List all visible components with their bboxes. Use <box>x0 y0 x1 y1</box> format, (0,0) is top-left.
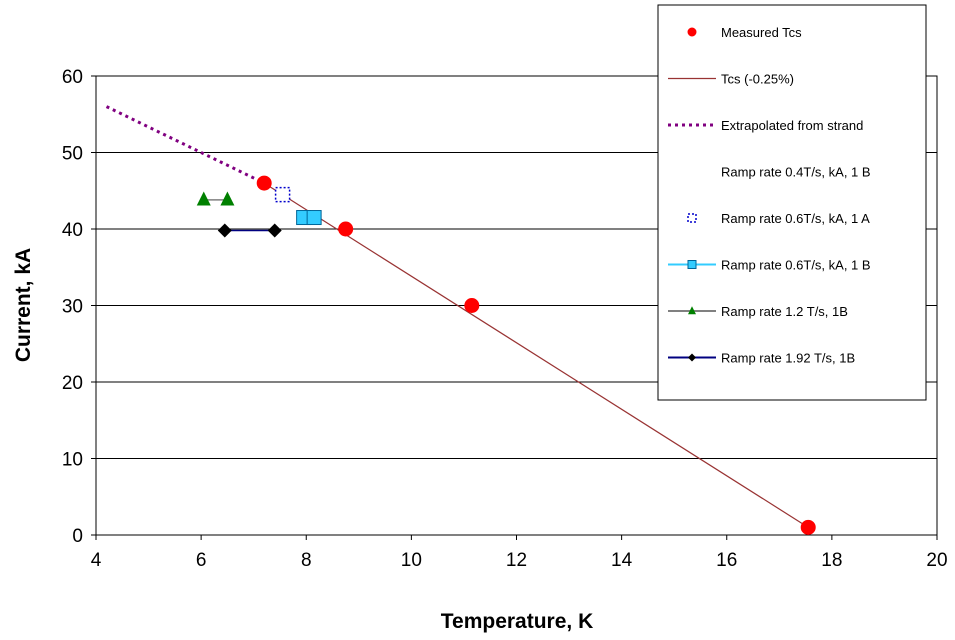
x-tick-label: 18 <box>821 550 842 571</box>
data-point <box>217 223 232 238</box>
legend-marker <box>687 27 697 37</box>
y-tick-label: 30 <box>62 297 83 318</box>
legend-marker <box>687 213 697 223</box>
legend-label: Ramp rate 0.4T/s, kA, 1 B <box>721 165 871 180</box>
data-point <box>274 186 291 203</box>
legend-marker <box>688 353 696 362</box>
legend-label: Extrapolated from strand <box>721 118 863 133</box>
x-axis-title: Temperature, K <box>441 610 594 633</box>
data-point <box>256 175 272 191</box>
series-line <box>263 182 809 528</box>
y-tick-label: 60 <box>62 67 83 88</box>
x-tick-label: 8 <box>301 550 312 571</box>
legend-marker <box>687 260 697 269</box>
plot-area-frame <box>95 75 938 536</box>
data-point <box>338 221 354 237</box>
legend-marker <box>688 306 696 315</box>
y-tick-label: 10 <box>62 450 83 471</box>
data-point <box>306 210 322 226</box>
legend-label: Ramp rate 0.6T/s, kA, 1 A <box>721 211 870 226</box>
legend-label: Measured Tcs <box>721 25 802 40</box>
legend: Measured Tcs Tcs (-0.25%) Extrapolated fro… <box>657 4 927 401</box>
data-point <box>464 298 480 313</box>
data-point <box>267 223 282 238</box>
series-layer <box>105 105 816 535</box>
legend-label: Tcs (-0.25%) <box>721 72 794 87</box>
series-line <box>105 105 265 185</box>
y-tick-label: 0 <box>72 526 83 547</box>
y-tick-label: 20 <box>62 373 83 394</box>
x-tick-label: 4 <box>91 550 102 571</box>
y-tick-label: 50 <box>62 144 83 165</box>
x-tick-label: 10 <box>401 550 422 571</box>
y-axis-title: Current, kA <box>12 248 35 362</box>
legend-label: Ramp rate 1.2 T/s, 1B <box>721 304 848 319</box>
legend-label: Ramp rate 0.6T/s, kA, 1 B <box>721 258 871 273</box>
data-point <box>196 191 211 206</box>
data-point <box>220 191 235 206</box>
data-point <box>800 519 816 535</box>
y-tick-label: 40 <box>62 220 83 241</box>
legend-box <box>657 4 927 401</box>
legend-label: Ramp rate 1.92 T/s, 1B <box>721 351 855 366</box>
x-tick-label: 14 <box>611 550 633 571</box>
x-tick-label: 16 <box>716 550 737 571</box>
y-tick-labels: 0 10 20 30 40 50 60 <box>62 67 83 547</box>
x-tick-labels: 4 6 8 10 12 14 16 18 20 <box>91 550 948 571</box>
x-tick-label: 6 <box>196 550 207 571</box>
x-tick-label: 20 <box>926 550 947 571</box>
x-tick-label: 12 <box>506 550 527 571</box>
